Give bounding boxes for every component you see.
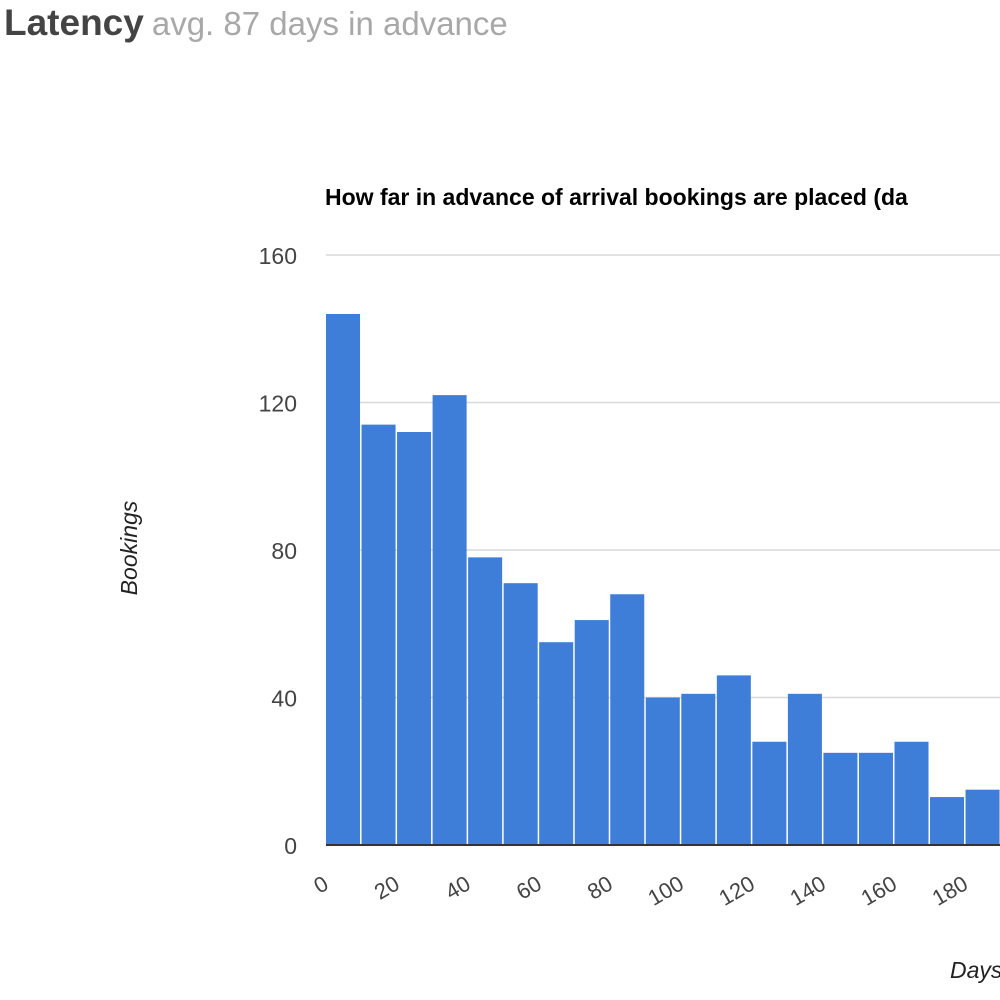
histogram-bar <box>539 642 574 845</box>
histogram-bar <box>361 424 396 845</box>
y-tick-label: 120 <box>259 391 297 417</box>
histogram-bar <box>610 594 645 845</box>
histogram-bar <box>930 797 965 845</box>
y-tick-label: 40 <box>271 686 297 712</box>
x-tick-label: 0 <box>309 871 332 899</box>
histogram-bar <box>752 741 787 845</box>
histogram-bar <box>326 314 361 845</box>
histogram-bar <box>645 697 680 845</box>
histogram-bar <box>468 557 503 845</box>
page-header: Latency avg. 87 days in advance <box>4 2 508 44</box>
histogram-bar <box>894 741 929 845</box>
page-title: Latency <box>4 2 144 43</box>
histogram-bar <box>574 620 609 845</box>
page-subtitle: avg. 87 days in advance <box>151 5 508 42</box>
y-tick-label: 160 <box>259 243 297 269</box>
x-tick-label: 60 <box>512 871 546 905</box>
x-tick-labels: 0204060801001201401601802 <box>309 871 972 911</box>
x-tick-label: 160 <box>857 871 901 911</box>
x-tick-label: 80 <box>583 871 617 905</box>
histogram-bar <box>787 693 822 845</box>
x-tick-label: 20 <box>370 871 404 905</box>
x-tick-label: 120 <box>715 871 759 911</box>
x-tick-label: 100 <box>644 871 688 911</box>
y-tick-label: 80 <box>271 538 297 564</box>
histogram-bar <box>432 395 467 845</box>
x-tick-label: 140 <box>786 871 830 911</box>
histogram-bar <box>503 583 538 845</box>
histogram-bar <box>681 693 716 845</box>
x-axis-label: Days <box>950 957 1000 983</box>
y-tick-label: 0 <box>284 833 297 859</box>
histogram-bar <box>858 752 893 845</box>
x-tick-label: 40 <box>441 871 475 905</box>
histogram-bar <box>716 675 751 845</box>
histogram-bar <box>823 752 858 845</box>
y-tick-labels: 0 40 80 120 160 <box>259 243 297 859</box>
bars <box>326 314 1000 845</box>
histogram-bar <box>965 789 1000 845</box>
x-tick-label: 180 <box>928 871 972 911</box>
histogram-bar <box>397 432 432 845</box>
chart-title: How far in advance of arrival bookings a… <box>325 184 908 210</box>
y-axis-label: Bookings <box>116 500 142 595</box>
